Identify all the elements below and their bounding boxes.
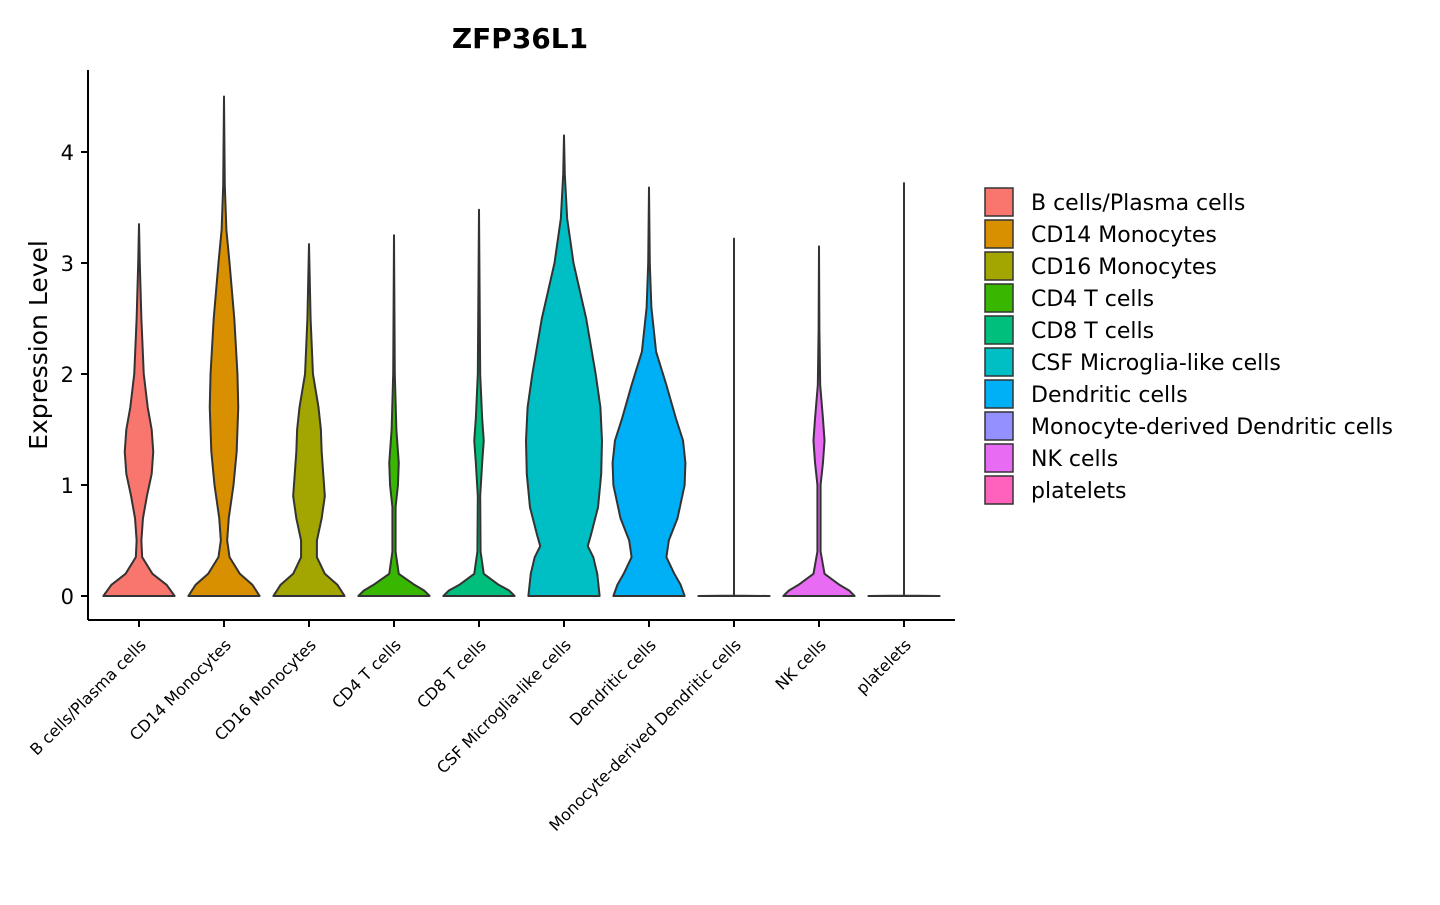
legend-key [984,315,1014,345]
legend-item: CD14 Monocytes [984,219,1217,249]
x-tick-label: CD8 T cells [413,635,490,712]
violin-6 [525,134,603,597]
violin-1 [102,223,176,597]
x-tick-label: Monocyte-derived Dendritic cells [545,635,745,835]
violin-group [102,95,941,597]
legend-key [984,347,1014,377]
y-tick-label: 1 [61,474,74,498]
violin-3 [272,243,346,597]
violin-8 [697,237,771,597]
y-tick-label: 3 [61,252,74,276]
legend-item: NK cells [984,443,1118,473]
y-axis: 0 1 2 3 4 [61,70,89,620]
legend-key [984,475,1014,505]
legend-label: CD8 T cells [1031,319,1154,344]
legend-label: NK cells [1031,447,1118,472]
x-tick-label: platelets [852,635,915,698]
legend-key [984,219,1014,249]
legend-key [984,411,1014,441]
legend-key [984,187,1014,217]
legend-key [984,251,1014,281]
legend-item: Dendritic cells [984,379,1188,409]
x-tick-label: CD4 T cells [328,635,405,712]
legend-item: CD4 T cells [984,283,1154,313]
legend-item: B cells/Plasma cells [984,187,1245,217]
legend-label: CD14 Monocytes [1031,223,1217,248]
violin-9 [782,245,856,597]
legend-label: platelets [1031,479,1126,504]
violin-7 [611,186,687,597]
x-tick-label: Dendritic cells [566,635,660,729]
legend-key [984,443,1014,473]
legend-item: platelets [984,475,1126,505]
legend-item: CD16 Monocytes [984,251,1217,281]
legend-label: CSF Microglia-like cells [1031,351,1281,376]
legend-key [984,379,1014,409]
violin-5 [442,208,516,597]
legend-label: CD4 T cells [1031,287,1154,312]
legend-item: Monocyte-derived Dendritic cells [984,411,1393,441]
violin-4 [357,234,431,597]
y-tick-label: 4 [61,141,74,165]
y-axis-label: Expression Level [24,240,53,450]
legend-item: CD8 T cells [984,315,1154,345]
legend-label: CD16 Monocytes [1031,255,1217,280]
violin-10 [867,182,941,597]
y-tick-label: 0 [61,585,74,609]
chart-title: ZFP36L1 [452,22,588,55]
y-tick-label: 2 [61,363,74,387]
x-tick-label: B cells/Plasma cells [26,635,150,759]
legend-label: Monocyte-derived Dendritic cells [1031,415,1393,440]
legend: B cells/Plasma cells CD14 Monocytes CD16 M… [984,187,1393,505]
legend-key [984,283,1014,313]
legend-item: CSF Microglia-like cells [984,347,1281,377]
legend-label: Dendritic cells [1031,383,1188,408]
x-tick-label: NK cells [772,635,830,693]
legend-label: B cells/Plasma cells [1031,191,1245,216]
violin-2 [187,95,261,597]
